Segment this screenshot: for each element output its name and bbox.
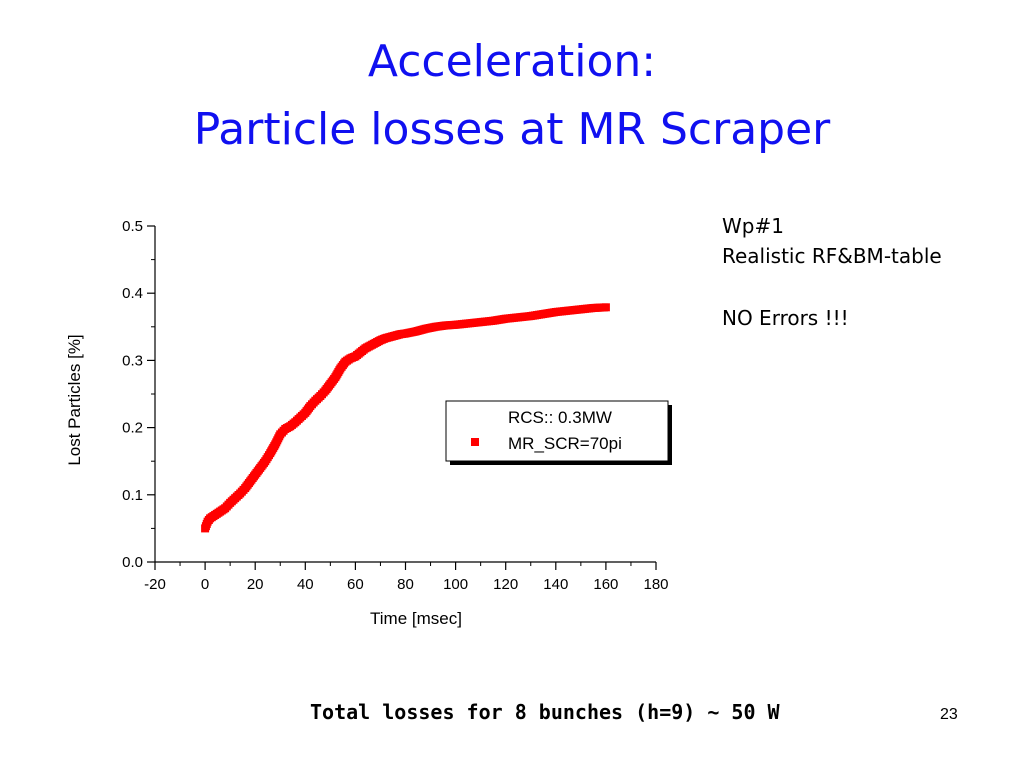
x-tick-label: 120: [493, 576, 518, 593]
legend-title: RCS:: 0.3MW: [508, 408, 612, 427]
x-tick-label: 100: [443, 576, 468, 593]
data-point: [601, 303, 610, 312]
x-tick-label: 0: [201, 576, 209, 593]
x-tick-label: 20: [247, 576, 264, 593]
legend-series-label: MR_SCR=70pi: [508, 434, 622, 453]
x-tick-label: 60: [347, 576, 364, 593]
y-axis-label: Lost Particles [%]: [65, 334, 84, 465]
y-tick-label: 0.2: [122, 420, 143, 437]
y-tick-label: 0.3: [122, 352, 143, 369]
y-tick-label: 0.5: [122, 218, 143, 235]
x-ticks: -20 0 20 40 60 80 100 120 140 160 180: [144, 562, 669, 593]
y-tick-label: 0.1: [122, 487, 143, 504]
x-axis-label: Time [msec]: [370, 609, 462, 628]
side-note-table: Realistic RF&BM-table: [722, 244, 942, 268]
plot-frame-group: [154, 226, 656, 563]
x-tick-label: 40: [297, 576, 314, 593]
x-tick-label: -20: [144, 576, 166, 593]
x-tick-label: 160: [593, 576, 618, 593]
side-note-wp: Wp#1: [722, 214, 784, 238]
data-points: [201, 303, 610, 533]
slide-title-line2: Particle losses at MR Scraper: [193, 104, 831, 155]
page-number: 23: [940, 706, 958, 723]
slide-title-line1: Acceleration:: [367, 36, 657, 87]
legend-marker: [471, 438, 479, 446]
x-tick-label: 180: [643, 576, 668, 593]
x-tick-label: 80: [397, 576, 414, 593]
y-ticks: 0.0 0.1 0.2 0.3 0.4 0.5: [122, 218, 155, 571]
legend: RCS:: 0.3MW MR_SCR=70pi: [445, 400, 672, 465]
legend-box: [445, 400, 669, 462]
footer-note: Total losses for 8 bunches (h=9) ~ 50 W: [310, 700, 780, 724]
y-tick-label: 0.0: [122, 554, 143, 571]
y-tick-label: 0.4: [122, 285, 143, 302]
x-tick-label: 140: [543, 576, 568, 593]
side-note-errors: NO Errors !!!: [722, 306, 849, 330]
